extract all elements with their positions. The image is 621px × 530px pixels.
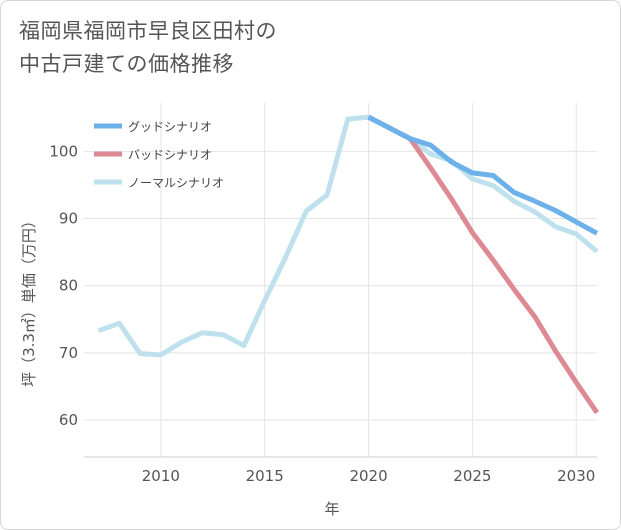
x-tick-label: 2010 (142, 467, 180, 485)
y-tick-label: 80 (59, 277, 78, 295)
series-line-1 (367, 114, 600, 415)
y-axis-label: 坪（3.3㎡）単価（万円） (20, 213, 38, 387)
x-tick-label: 2030 (557, 467, 595, 485)
chart-title-line-2: 中古戸建ての価格推移 (19, 52, 234, 76)
x-axis-label: 年 (324, 500, 339, 518)
grid-lines (84, 103, 597, 458)
y-tick-label: 70 (59, 344, 78, 362)
series-line-0 (367, 114, 599, 236)
legend-label: バッドシナリオ (128, 148, 212, 162)
y-tick-label: 60 (59, 411, 78, 429)
series-lines (97, 114, 600, 415)
y-tick-label: 100 (49, 142, 78, 160)
legend-label: グッドシナリオ (128, 120, 212, 134)
x-tick-label: 2015 (246, 467, 284, 485)
y-tick-labels: 60 70 80 90 100 (49, 142, 78, 429)
legend-label: ノーマルシナリオ (128, 176, 224, 190)
chart-title: 福岡県福岡市早良区田村の 中古戸建ての価格推移 (19, 15, 419, 81)
x-tick-label: 2020 (349, 467, 387, 485)
series-line-2 (97, 114, 599, 358)
y-tick-label: 90 (59, 210, 78, 228)
x-tick-labels: 2010 2015 2020 2025 2030 (142, 467, 596, 485)
x-tick-label: 2025 (453, 467, 491, 485)
chart-title-line-1: 福岡県福岡市早良区田村の (19, 19, 277, 43)
